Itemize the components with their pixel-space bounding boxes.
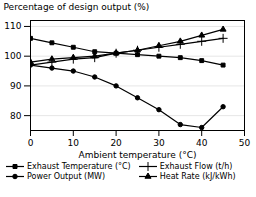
svg-text:Ambient temperature (°C): Ambient temperature (°C)	[78, 150, 196, 160]
svg-text:30: 30	[153, 138, 165, 148]
svg-text:10: 10	[68, 138, 80, 148]
html-text:Heat Rate (kJ/kWh): Heat Rate (kJ/kWh)	[159, 172, 236, 181]
html-text:Power Output (MW): Power Output (MW)	[27, 172, 106, 181]
svg-text:40: 40	[196, 138, 208, 148]
svg-text:90: 90	[10, 81, 22, 91]
svg-text:20: 20	[110, 138, 122, 148]
svg-text:Percentage of design output (%: Percentage of design output (%)	[4, 2, 150, 12]
html-text:Exhaust Flow (t/h): Exhaust Flow (t/h)	[159, 162, 233, 171]
svg-text:80: 80	[10, 111, 22, 121]
svg-text:0: 0	[28, 138, 34, 148]
svg-text:100: 100	[4, 51, 21, 61]
svg-text:50: 50	[239, 138, 251, 148]
html-text:Exhaust Temperature (°C): Exhaust Temperature (°C)	[27, 162, 131, 171]
svg-text:110: 110	[4, 21, 21, 31]
